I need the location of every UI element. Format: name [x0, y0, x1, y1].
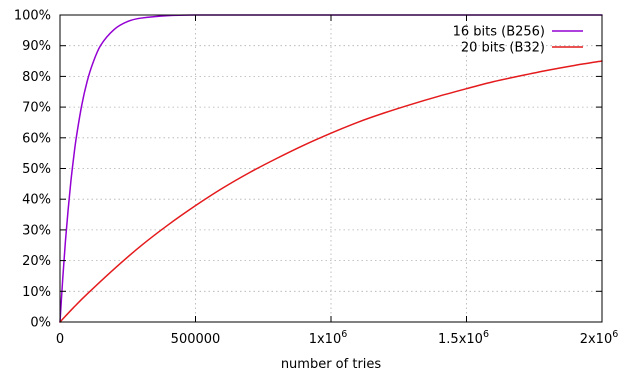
y-tick-label: 40% — [22, 193, 51, 208]
series-line-2 — [59, 60, 603, 323]
x-tick-label-base: 2x10 — [580, 332, 613, 347]
y-tick-label: 100% — [14, 9, 51, 24]
x-tick-label-base: 1.5x10 — [438, 332, 483, 347]
x-tick-label: 1.5x106 — [438, 329, 489, 347]
y-tick-label: 20% — [22, 254, 51, 269]
y-tick-label: 30% — [22, 223, 51, 238]
y-tick-label: 70% — [22, 101, 51, 116]
x-tick-label-exponent: 6 — [341, 329, 347, 340]
y-tick-label: 60% — [22, 131, 51, 146]
y-tick-label: 50% — [22, 162, 51, 177]
grid — [60, 15, 602, 322]
legend: 16 bits (B256)20 bits (B32) — [453, 25, 583, 56]
legend-label: 20 bits (B32) — [461, 41, 545, 56]
x-tick-label: 0 — [56, 332, 64, 347]
x-tick-label: 500000 — [171, 332, 221, 347]
y-tick-label: 80% — [22, 70, 51, 85]
y-tick-label: 10% — [22, 285, 51, 300]
x-axis-label: number of tries — [281, 357, 382, 372]
y-tick-label: 0% — [30, 316, 51, 331]
legend-label: 16 bits (B256) — [453, 25, 545, 40]
ticks: 0% 10% 20% 30% 40% 50% 60% 70% 80% 90% 100% 0 500000… — [14, 9, 618, 348]
x-tick-label-exponent: 6 — [483, 329, 489, 340]
x-tick-label-base: 0 — [56, 332, 64, 347]
x-tick-label: 2x106 — [580, 329, 619, 347]
x-tick-label-base: 500000 — [171, 332, 221, 347]
x-tick-label-base: 1x10 — [309, 332, 342, 347]
x-tick-label-exponent: 6 — [612, 329, 618, 340]
y-tick-label: 90% — [22, 39, 51, 54]
x-tick-label: 1x106 — [309, 329, 348, 347]
